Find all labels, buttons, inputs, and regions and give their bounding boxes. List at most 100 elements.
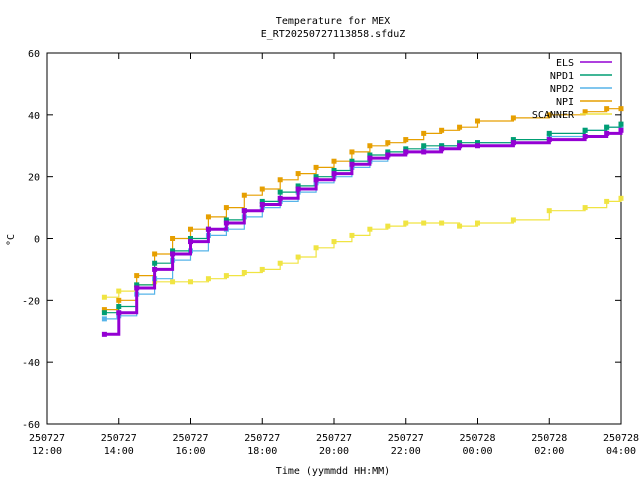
- legend-label-npi: NPI: [556, 97, 574, 108]
- y-tick-label: 20: [28, 173, 40, 184]
- legend-label-els: ELS: [556, 58, 574, 69]
- data-point-scanner: [385, 223, 391, 229]
- data-point-els: [313, 177, 319, 183]
- legend: ELS NPD1 NPD2 NPI SCANNER: [532, 58, 612, 121]
- x-tick-time: 02:00: [534, 446, 564, 457]
- data-point-npd1: [116, 304, 122, 310]
- data-point-npi: [385, 140, 391, 146]
- data-point-npi: [349, 149, 355, 155]
- data-point-npd1: [421, 143, 427, 149]
- y-tick-label: -60: [22, 420, 40, 431]
- data-point-scanner: [349, 232, 355, 238]
- x-tick-date: 250728: [531, 433, 567, 444]
- data-point-npd1: [510, 137, 516, 143]
- data-point-scanner: [313, 245, 319, 251]
- data-point-els: [510, 140, 516, 146]
- data-point-npd2: [101, 316, 107, 322]
- x-tick-date: 250727: [316, 433, 352, 444]
- data-point-npi: [170, 236, 176, 241]
- data-point-els: [475, 143, 480, 149]
- x-tick-time: 16:00: [175, 446, 205, 457]
- x-tick-time: 18:00: [247, 446, 277, 457]
- x-tick-date: 250727: [101, 433, 137, 444]
- data-point-scanner: [223, 273, 229, 279]
- data-point-npi: [277, 177, 283, 183]
- data-point-els: [604, 130, 610, 136]
- data-point-npd1: [170, 248, 176, 254]
- data-point-npi: [475, 118, 480, 124]
- data-point-npi: [421, 130, 427, 136]
- plot-frame: [46, 52, 622, 425]
- legend-label-npd2: NPD2: [550, 84, 574, 95]
- legend-label-scanner: SCANNER: [532, 110, 575, 121]
- data-point-npi: [313, 164, 319, 170]
- data-point-npi: [101, 307, 107, 313]
- data-point-npd1: [475, 140, 480, 146]
- data-point-scanner: [331, 239, 337, 245]
- data-point-npd1: [188, 236, 193, 241]
- data-point-scanner: [439, 220, 445, 226]
- data-point-scanner: [618, 195, 624, 201]
- data-point-npi: [457, 124, 463, 130]
- data-point-npi: [152, 251, 158, 257]
- data-point-scanner: [546, 208, 552, 214]
- data-point-scanner: [421, 220, 427, 226]
- data-point-els: [439, 146, 445, 152]
- data-point-els: [582, 133, 588, 139]
- x-tick-time: 20:00: [319, 446, 349, 457]
- data-point-scanner: [259, 266, 265, 272]
- x-tick-time: 00:00: [462, 446, 492, 457]
- data-point-npi: [259, 186, 265, 192]
- data-point-scanner: [170, 279, 176, 285]
- x-tick-date: 250728: [603, 433, 639, 444]
- data-point-els: [457, 143, 463, 149]
- data-point-els: [403, 149, 409, 155]
- x-tick-date: 250728: [459, 433, 495, 444]
- data-point-els: [259, 201, 265, 207]
- data-point-els: [116, 310, 122, 316]
- x-axis-label: Time (yymmdd HH:MM): [276, 466, 390, 477]
- chart-title: Temperature for MEX: [276, 16, 390, 27]
- x-tick-date: 250727: [172, 433, 208, 444]
- data-point-npd1: [223, 217, 229, 223]
- data-point-els: [546, 137, 552, 143]
- data-point-npd1: [546, 130, 552, 136]
- data-point-scanner: [101, 294, 107, 300]
- data-point-npd1: [457, 140, 463, 146]
- series-line-npd2: [104, 126, 621, 320]
- data-point-npi: [331, 158, 337, 164]
- data-point-scanner: [277, 260, 283, 266]
- y-tick-label: -40: [22, 358, 40, 369]
- data-point-scanner: [604, 198, 610, 204]
- data-point-els: [170, 251, 176, 257]
- y-tick-label: 60: [28, 49, 40, 60]
- data-point-scanner: [116, 288, 122, 294]
- data-point-scanner: [582, 205, 588, 211]
- data-point-npi: [510, 115, 516, 121]
- x-tick-date: 250727: [29, 433, 65, 444]
- data-point-els: [188, 239, 193, 245]
- data-point-npi: [205, 214, 211, 220]
- data-point-els: [223, 220, 229, 226]
- data-point-npd1: [582, 127, 588, 133]
- data-point-els: [241, 208, 247, 214]
- x-tick-time: 12:00: [32, 446, 62, 457]
- data-point-scanner: [205, 276, 211, 282]
- series-line-npi: [104, 108, 621, 311]
- x-tick-time: 14:00: [104, 446, 134, 457]
- data-point-scanner: [510, 217, 516, 223]
- data-point-scanner: [241, 270, 247, 276]
- data-point-npd1: [385, 149, 391, 155]
- data-point-npd1: [331, 167, 337, 173]
- chart-subtitle: E_RT20250727113858.sfduZ: [261, 29, 406, 40]
- data-point-els: [134, 285, 140, 291]
- data-point-npd1: [152, 260, 158, 266]
- data-point-scanner: [188, 279, 193, 285]
- axis-ticks: -60 -40 -20 0 20 40 60 250727 12:00 250727 14:00 25…: [22, 49, 639, 457]
- data-point-els: [152, 266, 158, 272]
- data-point-npi: [546, 112, 552, 118]
- data-point-npi: [618, 106, 624, 112]
- data-point-npi: [403, 137, 409, 143]
- data-point-npd1: [349, 158, 355, 164]
- data-point-npd1: [439, 143, 445, 149]
